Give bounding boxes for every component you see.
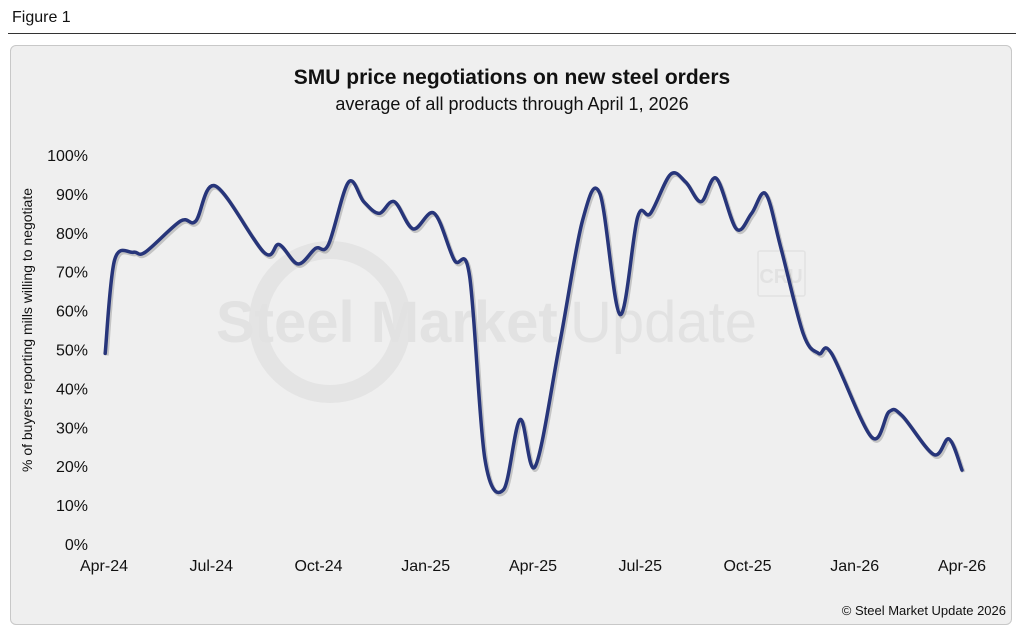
watermark-logo-ring <box>249 241 411 403</box>
x-tick-label: Oct-24 <box>294 558 342 575</box>
copyright-text: © Steel Market Update 2026 <box>841 603 1006 618</box>
y-tick-label: 0% <box>65 537 88 554</box>
y-tick-label: 90% <box>56 187 88 204</box>
y-tick-label: 60% <box>56 304 88 321</box>
x-tick-label: Apr-25 <box>509 558 557 575</box>
y-tick-label: 30% <box>56 420 88 437</box>
chart-subtitle: average of all products through April 1,… <box>335 94 689 114</box>
x-tick-label: Oct-25 <box>723 558 771 575</box>
series-points <box>105 174 963 490</box>
y-tick-label: 40% <box>56 381 88 398</box>
chart-panel <box>10 45 1012 625</box>
y-tick-label: 10% <box>56 498 88 515</box>
watermark-text-light: Update <box>570 290 757 355</box>
y-tick-label: 100% <box>47 148 88 165</box>
x-tick-label: Jul-24 <box>189 558 233 575</box>
y-axis-ticks: 0% 10% 20% 30% 40% 50% 60% 70% 80% 90% 100% <box>47 148 88 554</box>
y-tick-label: 80% <box>56 226 88 243</box>
x-tick-label: Jan-25 <box>401 558 450 575</box>
y-tick-label: 50% <box>56 343 88 360</box>
x-tick-label: Apr-26 <box>938 558 986 575</box>
y-tick-label: 20% <box>56 459 88 476</box>
y-tick-label: 70% <box>56 265 88 282</box>
watermark-text-bold: Steel Market <box>216 290 558 355</box>
x-tick-label: Jul-25 <box>618 558 662 575</box>
chart-title: SMU price negotiations on new steel orde… <box>293 66 731 89</box>
x-tick-label: Jan-26 <box>830 558 879 575</box>
x-axis-ticks: Apr-24 Jul-24 Oct-24 Jan-25 Apr-25 Jul-25 Oct-… <box>80 558 986 575</box>
watermark-badge-text: CRU <box>759 266 802 288</box>
figure-divider <box>8 33 1016 34</box>
y-axis-label: % of buyers reporting mills willing to n… <box>19 188 35 472</box>
watermark: Steel Market Update CRU <box>216 241 806 403</box>
x-tick-label: Apr-24 <box>80 558 128 575</box>
figure-label: Figure 1 <box>12 9 71 26</box>
